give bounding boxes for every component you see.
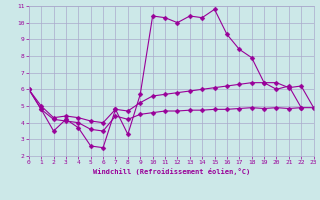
X-axis label: Windchill (Refroidissement éolien,°C): Windchill (Refroidissement éolien,°C): [92, 168, 250, 175]
